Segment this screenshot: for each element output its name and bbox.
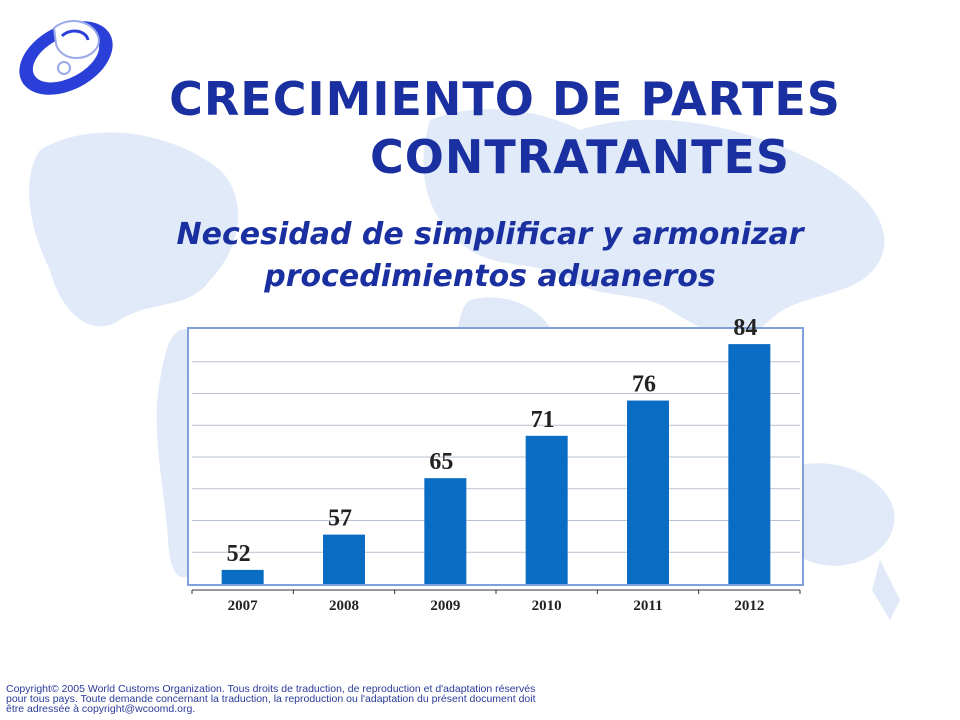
slide-subtitle: Necesidad de simplificar y armonizar pro…	[120, 214, 860, 298]
slide-subtitle-line-2: procedimientos aduaneros	[264, 259, 716, 294]
chart-data-label-2008: 57	[328, 506, 352, 532]
chart-bar-2010	[525, 435, 568, 584]
chart-x-tick-label-2007: 2007	[228, 598, 259, 614]
chart-x-tick-label-2012: 2012	[734, 598, 764, 614]
chart-data-label-2009: 65	[429, 449, 453, 475]
chart-bar-2012	[728, 344, 771, 584]
chart-x-tick-label-2010: 2010	[532, 598, 562, 614]
chart-data-label-2011: 76	[632, 372, 656, 398]
copyright-line-1: Copyright© 2005 World Customs Organizati…	[6, 683, 536, 695]
slide-title: CRECIMIENTO DE PARTES CONTRATANTES	[110, 70, 900, 186]
chart-bar-2008	[323, 534, 365, 584]
chart-x-tick-label-2009: 2009	[430, 598, 460, 614]
chart-bar-2011	[627, 400, 669, 584]
wco-logo	[19, 20, 113, 95]
copyright-notice: Copyright© 2005 World Customs Organizati…	[6, 683, 646, 715]
slide-title-line-2: CONTRATANTES	[369, 130, 791, 184]
copyright-line-3: être adressée à copyright@wcoomd.org.	[6, 703, 196, 715]
chart-data-label-2010: 71	[531, 407, 555, 433]
copyright-line-2: pour tous pays. Toute demande concernant…	[6, 693, 536, 705]
chart-x-tick-label-2011: 2011	[633, 598, 662, 614]
chart-bar-2007	[221, 569, 264, 584]
chart-data-label-2012: 84	[733, 315, 757, 341]
slide-title-line-1: CRECIMIENTO DE PARTES	[169, 72, 841, 126]
chart-data-label-2007: 52	[227, 541, 251, 567]
slide-subtitle-line-1: Necesidad de simplificar y armonizar	[176, 217, 804, 252]
chart-x-tick-label-2008: 2008	[329, 598, 359, 614]
chart-bar-2009	[424, 478, 467, 584]
